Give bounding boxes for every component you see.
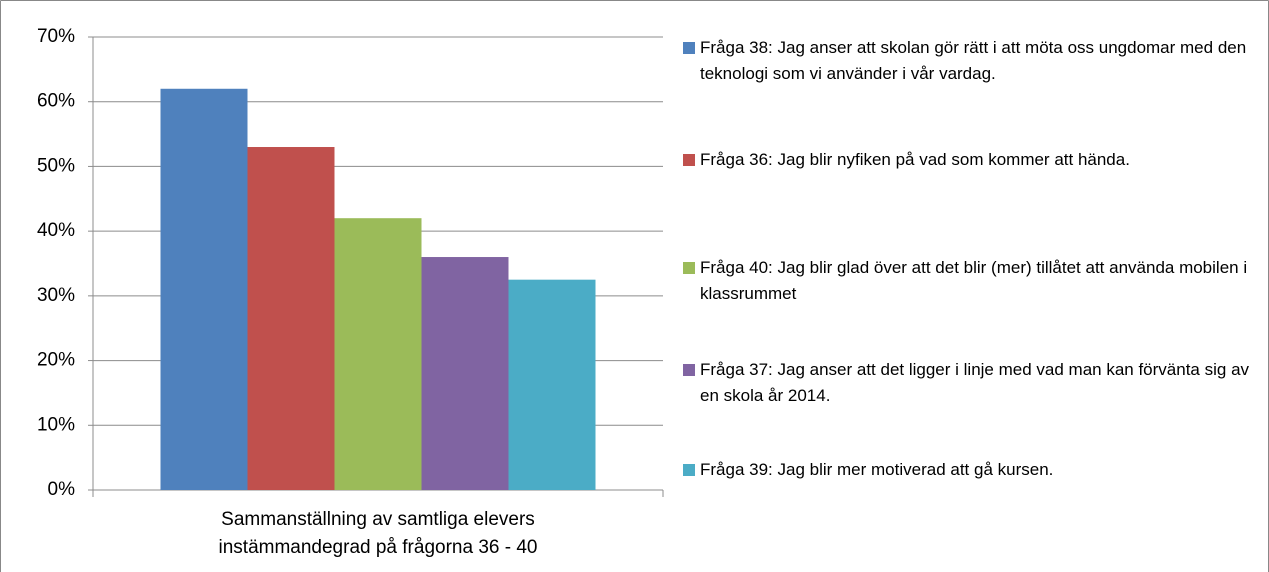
legend-item: Fråga 38: Jag anser att skolan gör rätt … <box>683 35 1269 87</box>
legend-item: Fråga 37: Jag anser att det ligger i lin… <box>683 357 1269 409</box>
y-tick-label: 60% <box>37 91 75 112</box>
y-tick-label: 50% <box>37 155 75 176</box>
bar <box>421 257 509 490</box>
legend-item: Fråga 36: Jag blir nyfiken på vad som ko… <box>683 147 1269 173</box>
legend-item: Fråga 39: Jag blir mer motiverad att gå … <box>683 457 1269 483</box>
y-tick-label: 30% <box>37 285 75 306</box>
x-tick-label: Sammanställning av samtliga elevers inst… <box>218 509 538 558</box>
y-tick-label: 70% <box>37 26 75 47</box>
legend-label: Fråga 40: Jag blir glad över att det bli… <box>700 258 1248 303</box>
y-tick-label: 0% <box>48 479 76 500</box>
bar <box>334 218 422 490</box>
y-tick-label: 40% <box>37 220 75 241</box>
y-tick-label: 20% <box>37 350 75 371</box>
bar <box>247 147 335 490</box>
legend-label: Fråga 37: Jag anser att det ligger i lin… <box>700 360 1250 405</box>
bar <box>160 88 248 491</box>
y-tick-label: 10% <box>37 414 75 435</box>
legend-swatch <box>683 154 695 166</box>
legend-swatch <box>683 42 695 54</box>
legend-label: Fråga 38: Jag anser att skolan gör rätt … <box>700 38 1247 83</box>
legend-label: Fråga 39: Jag blir mer motiverad att gå … <box>700 460 1054 479</box>
legend-swatch <box>683 262 695 274</box>
bar <box>508 279 596 490</box>
legend-item: Fråga 40: Jag blir glad över att det bli… <box>683 255 1269 307</box>
legend-label: Fråga 36: Jag blir nyfiken på vad som ko… <box>700 150 1130 169</box>
legend-swatch <box>683 364 695 376</box>
legend-swatch <box>683 464 695 476</box>
